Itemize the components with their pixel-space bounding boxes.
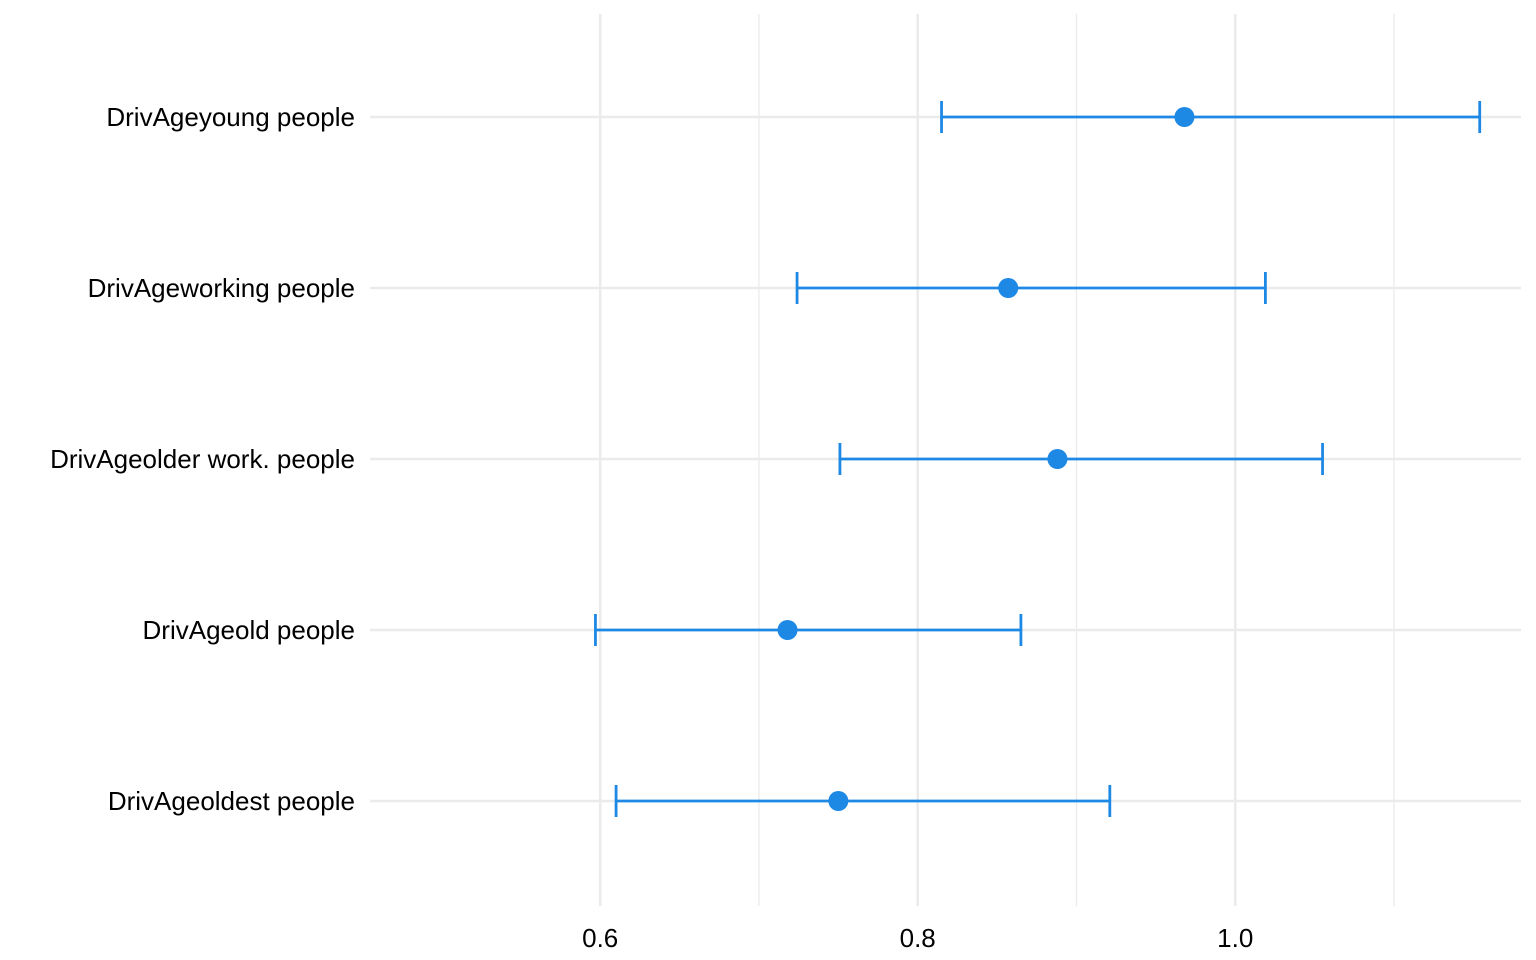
estimate-point: [1047, 449, 1068, 469]
x-axis-labels: 0.6 0.8 1.0: [582, 923, 1253, 953]
y-category-label: DrivAgeold people: [143, 615, 355, 645]
y-category-label: DrivAgeoldest people: [108, 786, 355, 816]
estimate-point: [1174, 107, 1195, 127]
y-category-label: DrivAgeolder work. people: [50, 444, 355, 474]
y-category-label: DrivAgeyoung people: [106, 102, 355, 132]
estimate-point: [998, 278, 1019, 298]
x-tick-label: 0.8: [900, 923, 936, 953]
marks-layer: [594, 101, 1482, 817]
estimate-point: [777, 620, 798, 640]
estimate-point: [828, 791, 849, 811]
x-tick-label: 0.6: [582, 923, 618, 953]
y-category-label: DrivAgeworking people: [88, 273, 355, 303]
y-axis-labels: DrivAgeyoung people DrivAgeworking people…: [50, 102, 355, 816]
x-tick-label: 1.0: [1217, 923, 1253, 953]
